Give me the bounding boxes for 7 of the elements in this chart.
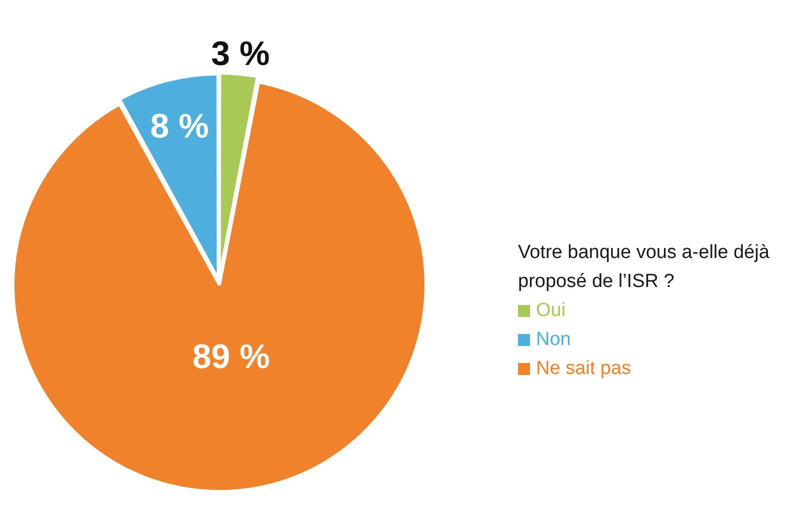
data-label: 8 % <box>150 108 209 146</box>
data-label: 3 % <box>211 34 270 73</box>
data-label: 89 % <box>192 338 270 376</box>
legend-title: Votre banque vous a-elle déjà proposé de l’ISR ? <box>518 241 770 294</box>
legend-label: Non <box>536 329 571 350</box>
legend-label: Ne sait pas <box>536 358 632 379</box>
legend-label: Oui <box>536 300 566 321</box>
